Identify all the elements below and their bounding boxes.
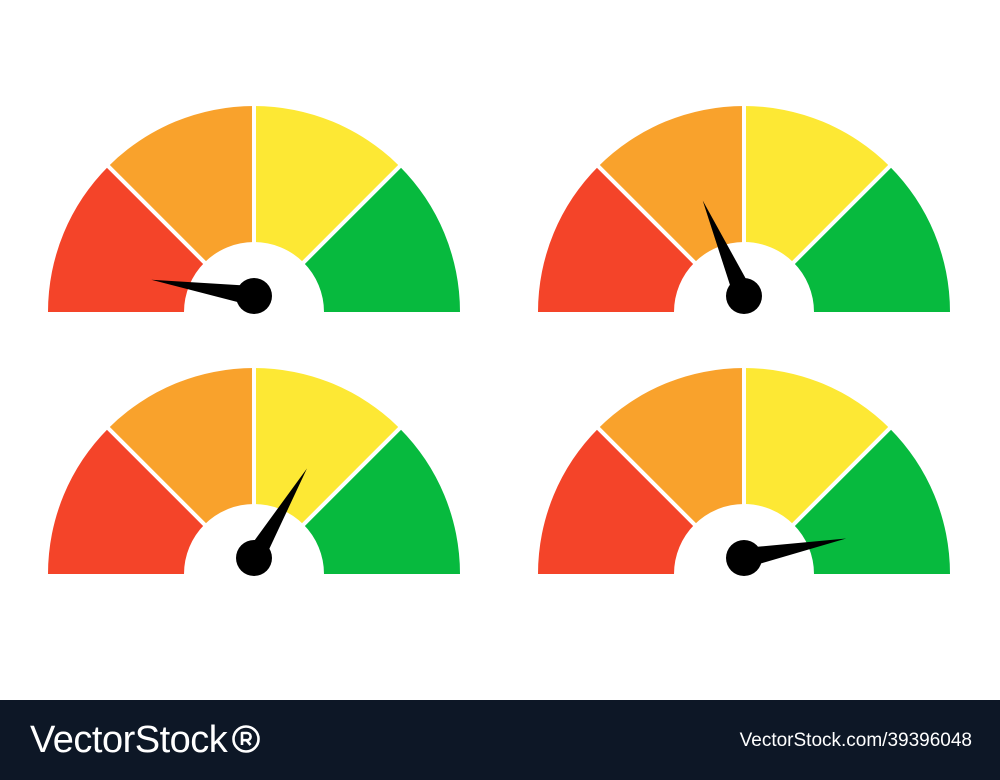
needle bbox=[702, 200, 754, 300]
orange-zone bbox=[108, 368, 254, 525]
brand-wordmark-text: VectorStock bbox=[30, 719, 228, 761]
red-zone bbox=[538, 166, 695, 312]
yellow-zone bbox=[744, 106, 890, 263]
gauges-canvas bbox=[48, 104, 950, 576]
red-zone bbox=[48, 428, 205, 574]
needle-hub bbox=[236, 278, 272, 314]
needle-hub bbox=[726, 540, 762, 576]
zone-separator bbox=[790, 425, 893, 528]
registered-trademark-icon bbox=[232, 725, 261, 753]
needle bbox=[245, 468, 307, 564]
zone-separator bbox=[105, 425, 208, 528]
gauge-2 bbox=[538, 104, 950, 314]
green-zone bbox=[303, 428, 460, 574]
red-zone bbox=[538, 428, 695, 574]
orange-zone bbox=[598, 106, 744, 263]
needle-hub bbox=[236, 540, 272, 576]
yellow-zone bbox=[254, 368, 400, 525]
green-zone bbox=[793, 166, 950, 312]
red-zone bbox=[48, 166, 205, 312]
brand-logo: VectorStock bbox=[30, 718, 261, 762]
orange-zone bbox=[598, 368, 744, 525]
orange-zone bbox=[108, 106, 254, 263]
footer-bar: VectorStock VectorStock.com/39396048 bbox=[0, 700, 1000, 780]
green-zone bbox=[793, 428, 950, 574]
zone-separator bbox=[300, 425, 403, 528]
image-credit: VectorStock.com/39396048 bbox=[739, 730, 972, 751]
yellow-zone bbox=[254, 106, 400, 263]
needle bbox=[742, 538, 847, 568]
zone-separator bbox=[595, 163, 698, 266]
green-zone bbox=[303, 166, 460, 312]
gauge-3 bbox=[48, 366, 460, 576]
gauge-1 bbox=[48, 104, 460, 314]
zone-separator bbox=[790, 163, 893, 266]
zone-separator bbox=[595, 425, 698, 528]
gauges-illustration bbox=[48, 104, 950, 576]
yellow-zone bbox=[744, 368, 890, 525]
zone-separator bbox=[300, 163, 403, 266]
needle bbox=[151, 279, 256, 306]
zone-separator bbox=[105, 163, 208, 266]
gauge-4 bbox=[538, 366, 950, 576]
needle-hub bbox=[726, 278, 762, 314]
